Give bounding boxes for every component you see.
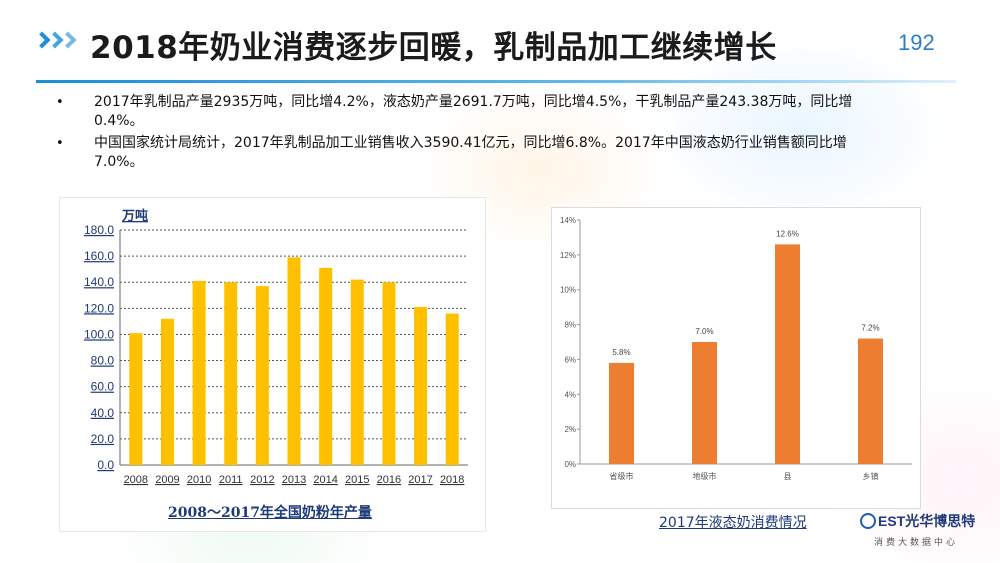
data-label: 5.8% xyxy=(612,348,630,357)
data-label: 7.0% xyxy=(695,327,713,336)
bar-2016 xyxy=(382,282,396,465)
liquid-milk-chart-panel: 0% 2% 4% 6% 8% 10% 12% 14% 5.8% 省级市 7.0% 地级市 12.6% 县 7… xyxy=(552,208,920,508)
x-tick-label: 2015 xyxy=(345,474,369,486)
x-tick-label: 省级市 xyxy=(610,471,634,481)
y-tick-label: 40.0 xyxy=(91,406,115,420)
best-logo-icon xyxy=(860,513,876,529)
y-tick-label: 160.0 xyxy=(84,249,114,263)
y-tick-label: 8% xyxy=(564,321,576,330)
bullet-text: 中国国家统计局统计，2017年乳制品加工业销售收入3590.41亿元，同比增6.… xyxy=(94,135,847,170)
bar-2009 xyxy=(160,318,174,465)
milk-powder-chart: 万吨 0.0 20.0 40.0 60.0 80.0 100.0 120.0 140.0 160.… xyxy=(84,208,468,486)
x-tick-label: 2018 xyxy=(440,474,464,486)
x-tick-label: 2017 xyxy=(408,474,432,486)
bar-2015 xyxy=(350,279,364,465)
y-tick-label: 10% xyxy=(560,286,576,295)
page-title: 2018年奶业消费逐步回暖，乳制品加工继续增长 xyxy=(90,30,777,66)
x-tick-label: 2012 xyxy=(250,474,274,486)
y-tick-label: 20.0 xyxy=(91,432,115,446)
x-tick-label: 2010 xyxy=(187,474,211,486)
y-axis-unit-label: 万吨 xyxy=(121,208,148,223)
x-tick-label: 县 xyxy=(784,472,792,481)
chevron-right-icon xyxy=(33,31,77,49)
data-label: 12.6% xyxy=(776,229,799,238)
bar-2014 xyxy=(319,267,333,465)
x-tick-label: 2009 xyxy=(155,474,179,486)
bar-地级市 xyxy=(692,342,717,464)
chart-caption-left: 2008～2017年全国奶粉年产量 xyxy=(168,505,372,521)
slide-header: 2018年奶业消费逐步回暖，乳制品加工继续增长 192 xyxy=(0,0,1000,88)
liquid-milk-chart: 0% 2% 4% 6% 8% 10% 12% 14% 5.8% 省级市 7.0% 地级市 12.6% 县 7… xyxy=(560,216,912,481)
y-tick-label: 0.0 xyxy=(97,458,114,472)
bar-2017 xyxy=(414,307,428,465)
bar-2013 xyxy=(287,257,301,465)
y-tick-label: 120.0 xyxy=(84,301,114,315)
bar-2012 xyxy=(255,286,269,465)
brand-logo: EST光华博思特 消费大数据中心 xyxy=(858,511,993,555)
x-tick-label: 乡镇 xyxy=(863,471,879,481)
bar-2018 xyxy=(445,313,459,465)
data-label: 7.2% xyxy=(861,324,879,333)
y-tick-label: 6% xyxy=(564,355,576,364)
bullet-icon: • xyxy=(56,95,64,110)
list-item: • 2017年乳制品产量2935万吨，同比增4.2%，液态奶产量2691.7万吨… xyxy=(56,93,876,131)
logo-subtitle: 消费大数据中心 xyxy=(874,538,959,548)
header-divider xyxy=(36,80,956,83)
milk-powder-chart-panel: 万吨 0.0 20.0 40.0 60.0 80.0 100.0 120.0 140.0 160.… xyxy=(60,198,485,531)
y-tick-label: 2% xyxy=(564,425,576,434)
y-tick-label: 100.0 xyxy=(84,327,114,341)
x-tick-label: 2016 xyxy=(377,474,401,486)
chart-caption-right: 2017年液态奶消费情况 xyxy=(659,515,807,531)
bullet-text: 2017年乳制品产量2935万吨，同比增4.2%，液态奶产量2691.7万吨，同… xyxy=(94,94,853,129)
bar-2010 xyxy=(192,280,206,465)
bullet-icon: • xyxy=(56,136,64,151)
y-tick-label: 60.0 xyxy=(91,380,115,394)
bar-县 xyxy=(775,244,800,464)
logo-name: EST光华博思特 xyxy=(878,513,976,529)
x-tick-label: 地级市 xyxy=(693,471,717,481)
list-item: • 中国国家统计局统计，2017年乳制品加工业销售收入3590.41亿元，同比增… xyxy=(56,134,876,172)
y-tick-label: 140.0 xyxy=(84,275,114,289)
bar-省级市 xyxy=(609,362,634,464)
y-tick-label: 180.0 xyxy=(84,223,114,237)
x-tick-label: 2008 xyxy=(124,474,148,486)
y-tick-label: 4% xyxy=(564,390,576,399)
bar-2008 xyxy=(129,333,143,465)
bar-乡镇 xyxy=(858,338,883,464)
y-tick-label: 12% xyxy=(560,251,576,260)
x-tick-label: 2013 xyxy=(282,474,306,486)
page-number: 192 xyxy=(898,30,935,55)
y-tick-label: 0% xyxy=(564,460,576,469)
y-tick-label: 80.0 xyxy=(91,354,115,368)
x-tick-label: 2011 xyxy=(219,474,243,486)
x-tick-label: 2014 xyxy=(313,474,337,486)
bar-2011 xyxy=(224,282,238,465)
bullet-list: • 2017年乳制品产量2935万吨，同比增4.2%，液态奶产量2691.7万吨… xyxy=(56,93,876,175)
y-tick-label: 14% xyxy=(560,216,576,225)
